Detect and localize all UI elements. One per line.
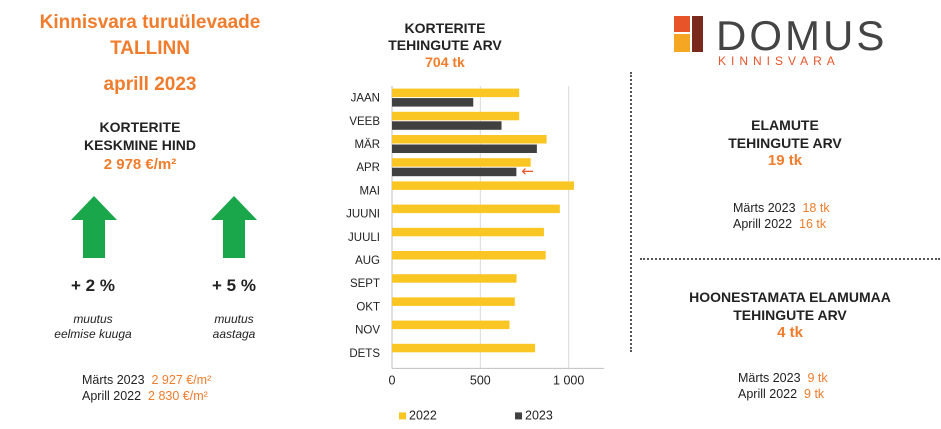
bar-2022 — [392, 320, 510, 330]
logo-word: DOMUS — [716, 12, 887, 59]
chart-heading-2: TEHINGUTE ARV — [388, 37, 502, 53]
land-cmp1-value: 9 tk — [807, 371, 828, 385]
bar-2022 — [392, 297, 515, 306]
bar-2022 — [392, 251, 546, 260]
category-label: SEPT — [350, 278, 380, 290]
land-cmp2-label: Aprill 2022 — [738, 387, 798, 401]
up-arrow-icon — [71, 196, 117, 258]
bar-2022 — [392, 227, 544, 237]
legend-label: 2023 — [525, 408, 553, 422]
category-label: JAAN — [351, 93, 380, 105]
price-cmp2-value: 2 830 €/m² — [148, 389, 208, 403]
yearly-change-note-1: muutus — [214, 312, 254, 326]
category-label: MAI — [360, 185, 380, 197]
bar-2022 — [392, 111, 520, 121]
logo-sub: KINNISVARA — [718, 54, 840, 68]
monthly-change-value: + 2 % — [71, 276, 115, 295]
average-price-label-2: KESKMINE HIND — [83, 137, 196, 153]
category-label: DETS — [349, 348, 380, 360]
title-line-1: Kinnisvara turuülevaade — [39, 12, 261, 33]
legend-swatch — [399, 412, 406, 420]
domus-logo: DOMUS KINNISVARA — [674, 12, 887, 68]
houses-cmp2-value: 16 tk — [799, 217, 827, 231]
logo-square — [692, 16, 703, 52]
monthly-change-note-2: eelmise kuuga — [54, 327, 132, 341]
houses-cmp1-label: Märts 2023 — [733, 201, 796, 215]
category-label: APR — [356, 162, 380, 174]
bar-2022 — [392, 204, 560, 214]
bar-2023 — [392, 144, 537, 153]
bar-2023 — [392, 121, 502, 130]
x-tick-label: 500 — [470, 373, 491, 387]
legend-label: 2022 — [409, 408, 437, 422]
houses-cmp1-value: 18 tk — [802, 201, 830, 215]
bar-2022 — [392, 274, 517, 283]
houses-block: ELAMUTE TEHINGUTE ARV 19 tk — [640, 116, 930, 170]
land-cmp2-value: 9 tk — [804, 387, 825, 401]
category-label: MÄR — [354, 139, 380, 151]
price-cmp1-value: 2 927 €/m² — [151, 373, 212, 387]
land-value: 4 tk — [777, 324, 803, 341]
logo-square — [674, 34, 690, 52]
land-block: HOONESTAMATA ELAMUMAA TEHINGUTE ARV 4 tk — [645, 288, 935, 342]
vertical-divider — [630, 72, 632, 352]
chart-heading: KORTERITE TEHINGUTE ARV 704 tk — [360, 20, 530, 71]
category-label: JUUNI — [346, 209, 380, 221]
annotation-arrow-icon: ← — [521, 162, 534, 180]
average-price-block: KORTERITE KESKMINE HIND 2 978 €/m² — [20, 118, 260, 174]
houses-cmp2-label: Aprill 2022 — [733, 217, 793, 231]
land-cmp1-label: Märts 2023 — [738, 371, 801, 385]
bar-2022 — [392, 158, 531, 167]
land-comparison: Märts 2023 9 tk Aprill 2022 9 tk — [738, 370, 828, 402]
bar-2022 — [392, 343, 536, 353]
houses-label-2: TEHINGUTE ARV — [728, 135, 842, 151]
land-label-2: TEHINGUTE ARV — [733, 307, 847, 323]
category-label: NOV — [355, 325, 380, 337]
bar-2023 — [392, 167, 517, 177]
category-label: VEEB — [349, 116, 380, 128]
bar-2022 — [392, 88, 520, 98]
houses-value: 19 tk — [767, 152, 803, 169]
price-comparison: Märts 2023 2 927 €/m² Aprill 2022 2 830 … — [82, 372, 211, 404]
title-line-2: TALLINN — [110, 38, 190, 59]
horizontal-divider — [640, 258, 940, 260]
yearly-change-value: + 5 % — [212, 276, 256, 295]
bar-2023 — [392, 98, 474, 107]
logo-square — [674, 16, 690, 32]
yearly-change-note-2: aastaga — [212, 327, 256, 341]
category-label: AUG — [355, 255, 380, 267]
houses-label-1: ELAMUTE — [751, 117, 819, 133]
bar-2022 — [392, 135, 547, 144]
average-price-label-1: KORTERITE — [99, 119, 181, 135]
apartment-transactions-chart: 0 500 1 000 JAAN VEEB MÄR APR ← MAI JUUNI JUULI AUG… — [346, 86, 604, 422]
up-arrow-icon — [211, 196, 257, 258]
monthly-change-note-1: muutus — [73, 312, 113, 326]
houses-comparison: Märts 2023 18 tk Aprill 2022 16 tk — [733, 200, 830, 232]
chart-heading-value: 704 tk — [425, 54, 465, 70]
monthly-change-note: muutus eelmise kuuga — [33, 312, 153, 342]
average-price-value: 2 978 €/m² — [103, 156, 177, 173]
title-line-3: aprill 2023 — [103, 74, 197, 95]
category-label: OKT — [356, 301, 380, 313]
bar-2022 — [392, 181, 574, 190]
legend-swatch — [515, 412, 522, 420]
x-tick-label: 1 000 — [553, 373, 584, 387]
x-tick-label: 0 — [389, 373, 396, 387]
price-cmp2-label: Aprill 2022 — [82, 389, 142, 403]
category-label: JUULI — [348, 232, 380, 244]
yearly-change-note: muutus aastaga — [174, 312, 294, 342]
price-cmp1-label: Märts 2023 — [82, 373, 145, 387]
chart-heading-1: KORTERITE — [404, 20, 486, 36]
report-title: Kinnisvara turuülevaade TALLINN aprill 2… — [0, 10, 300, 98]
land-label-1: HOONESTAMATA ELAMUMAA — [689, 289, 891, 305]
